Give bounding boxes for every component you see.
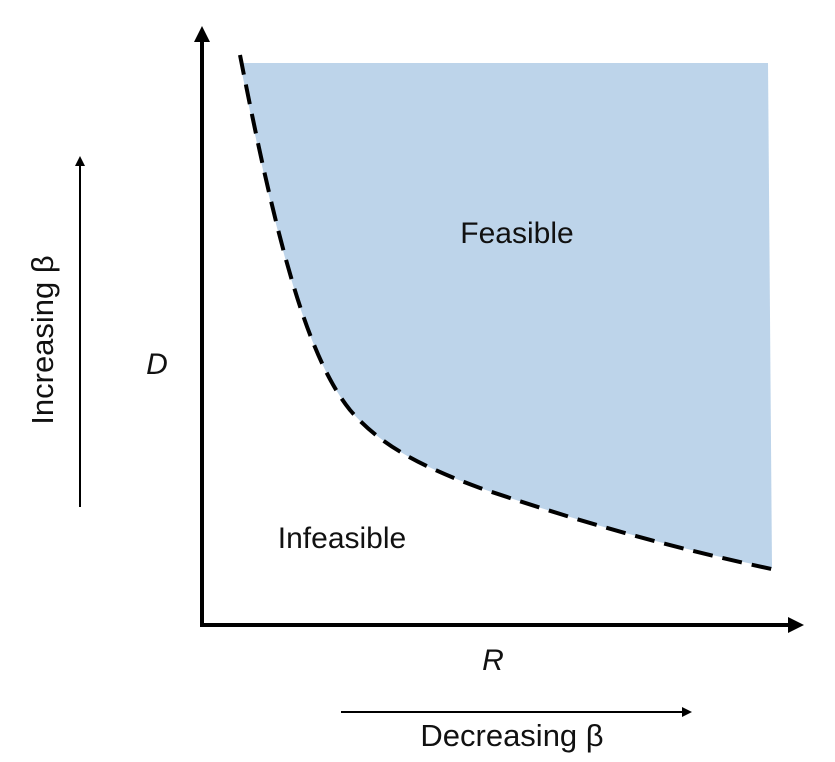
feasible-region xyxy=(240,63,772,568)
infeasible-label: Infeasible xyxy=(278,522,406,555)
vertical-beta-label: Increasing β xyxy=(25,255,60,424)
y-axis-label: D xyxy=(146,348,168,381)
horizontal-beta-label: Decreasing β xyxy=(420,718,603,753)
boundary-curve xyxy=(238,54,777,572)
x-axis-label: R xyxy=(482,644,504,677)
feasible-label: Feasible xyxy=(460,217,573,250)
